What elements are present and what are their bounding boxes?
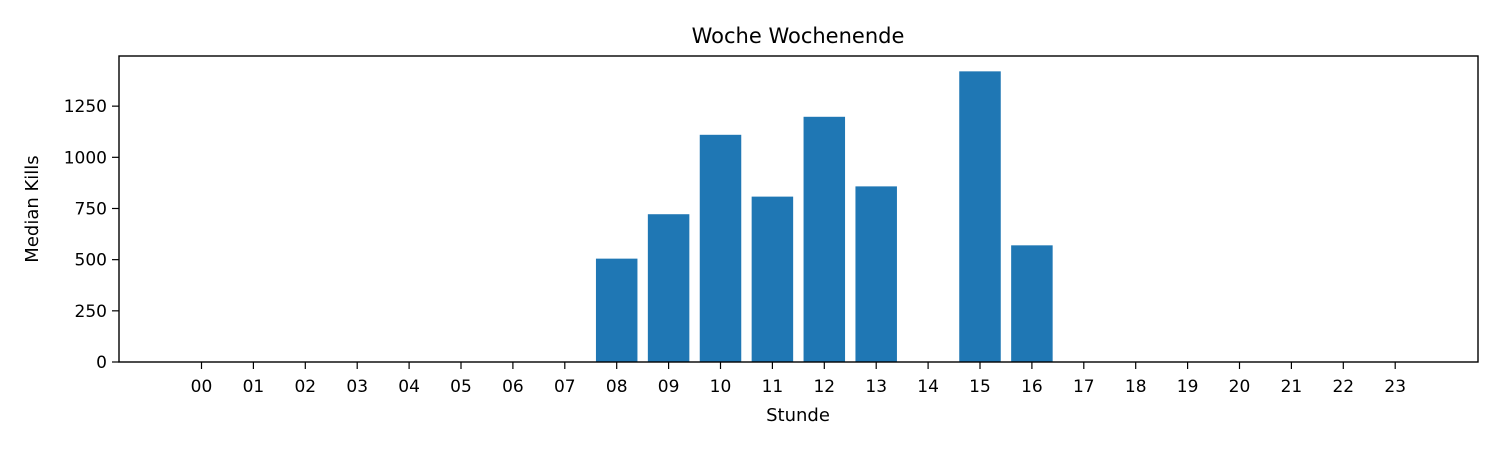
y-tick-label: 250: [75, 302, 107, 322]
x-tick-label: 16: [1021, 377, 1043, 397]
y-axis-label: Median Kills: [22, 155, 43, 262]
y-tick-label: 0: [96, 353, 107, 373]
x-tick-label: 08: [606, 377, 628, 397]
bar-09: [647, 214, 690, 362]
x-tick-label: 11: [762, 377, 784, 397]
y-tick-label: 500: [75, 251, 107, 271]
x-tick-label: 07: [554, 377, 576, 397]
x-tick-label: 10: [710, 377, 732, 397]
x-tick-label: 01: [243, 377, 265, 397]
x-tick-label: 21: [1281, 377, 1303, 397]
bar-15: [959, 71, 1001, 362]
bar-08: [595, 258, 638, 362]
x-axis-ticks: 00 01 02 03 04 05 06 07 08 09 10 11 12 13 14 15 16 17 18 19…: [191, 362, 1406, 397]
x-tick-label: 02: [294, 377, 316, 397]
x-tick-label: 03: [346, 377, 368, 397]
x-tick-label: 09: [658, 377, 680, 397]
bar-11: [751, 196, 794, 362]
x-tick-label: 19: [1177, 377, 1199, 397]
x-tick-label: 12: [813, 377, 835, 397]
y-axis-ticks: 0 250 500 750 1000 1250: [64, 97, 119, 373]
y-tick-label: 750: [75, 199, 107, 219]
bar-10: [699, 134, 742, 362]
x-tick-label: 05: [450, 377, 472, 397]
y-tick-label: 1250: [64, 97, 107, 117]
x-axis-label: Stunde: [766, 405, 830, 426]
bar-16: [1011, 245, 1053, 362]
x-tick-label: 14: [917, 377, 939, 397]
x-tick-label: 15: [969, 377, 991, 397]
chart-title: Woche Wochenende: [692, 24, 905, 48]
x-tick-label: 18: [1125, 377, 1147, 397]
bars-layer: [595, 71, 1053, 362]
plot-frame: [118, 55, 1479, 363]
x-tick-label: 20: [1229, 377, 1251, 397]
x-tick-label: 22: [1332, 377, 1354, 397]
x-tick-label: 23: [1384, 377, 1406, 397]
x-tick-label: 17: [1073, 377, 1095, 397]
bar-13: [855, 186, 897, 362]
x-tick-label: 00: [191, 377, 213, 397]
x-tick-label: 13: [865, 377, 887, 397]
y-tick-label: 1000: [64, 148, 107, 168]
bar-12: [803, 116, 846, 362]
x-tick-label: 04: [398, 377, 420, 397]
x-tick-label: 06: [502, 377, 524, 397]
